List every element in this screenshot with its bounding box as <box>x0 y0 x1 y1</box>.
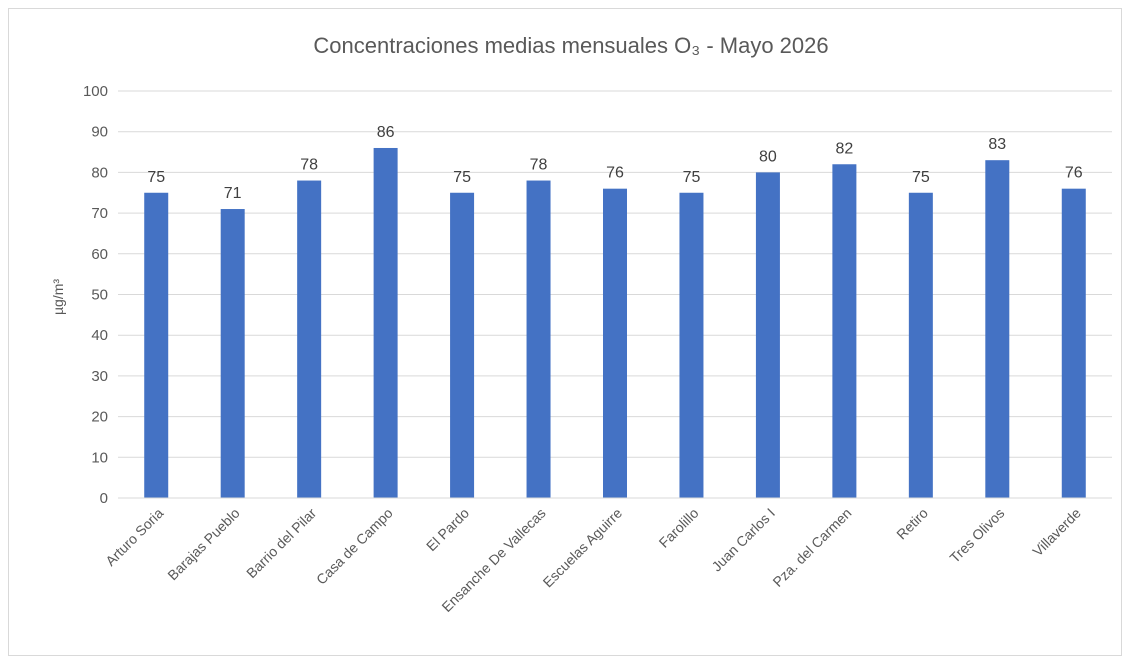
bar <box>755 172 780 498</box>
x-tick-label: Tres Olivos <box>946 505 1007 566</box>
x-tick-label: Casa de Campo <box>313 505 396 588</box>
x-tick-label: Escuelas Aguirre <box>540 505 626 591</box>
data-label: 76 <box>1065 165 1083 182</box>
bar <box>144 192 169 498</box>
bar <box>220 209 245 498</box>
x-tick-label: El Pardo <box>423 505 472 554</box>
y-axis-label: µg/m³ <box>50 279 66 315</box>
data-label: 78 <box>300 157 318 174</box>
data-label: 76 <box>606 165 624 182</box>
x-tick-label: Barrio del Pilar <box>243 505 319 581</box>
y-tick-label: 80 <box>91 164 108 181</box>
chart-title: Concentraciones medias mensuales O₃ - Ma… <box>313 33 828 58</box>
x-tick-label: Villaverde <box>1029 505 1084 560</box>
bar <box>526 180 551 499</box>
data-label: 75 <box>912 169 930 186</box>
data-label: 71 <box>224 185 242 202</box>
bars <box>144 147 1086 499</box>
y-tick-label: 70 <box>91 205 108 222</box>
y-tick-label: 100 <box>83 83 108 100</box>
bar <box>1061 188 1086 498</box>
y-tick-label: 30 <box>91 368 108 385</box>
x-tick-label: Retiro <box>893 505 931 543</box>
x-tick-label: Barajas Pueblo <box>164 505 243 584</box>
data-label: 75 <box>147 169 165 186</box>
data-label: 75 <box>683 169 701 186</box>
data-label: 80 <box>759 148 777 165</box>
y-tick-label: 90 <box>91 124 108 141</box>
chart-frame <box>8 8 1122 656</box>
data-labels: 75 71 78 86 75 78 76 75 80 82 75 83 76 <box>147 124 1082 202</box>
data-label: 86 <box>377 124 395 141</box>
x-tick-label: Arturo Soria <box>102 505 166 569</box>
y-tick-label: 0 <box>100 490 108 507</box>
bar <box>297 180 322 499</box>
y-tick-label: 50 <box>91 287 108 304</box>
y-tick-label: 60 <box>91 246 108 263</box>
x-tick-label: Juan Carlos I <box>708 505 778 575</box>
x-tick-label: Farolillo <box>656 505 702 551</box>
bar <box>373 147 398 499</box>
y-tick-label: 20 <box>91 409 108 426</box>
gridlines <box>118 90 1112 458</box>
data-label: 83 <box>988 136 1006 153</box>
bar <box>908 192 933 498</box>
data-label: 75 <box>453 169 471 186</box>
y-axis-ticks: 0 10 20 30 40 50 60 70 80 90 100 <box>83 83 108 507</box>
y-tick-label: 10 <box>91 449 108 466</box>
data-label: 82 <box>835 140 853 157</box>
x-tick-label: Pza. del Carmen <box>769 505 854 590</box>
bar <box>832 164 857 498</box>
bar <box>450 192 475 498</box>
bar <box>603 188 627 498</box>
bar <box>985 160 1010 498</box>
bar <box>679 192 704 498</box>
y-tick-label: 40 <box>91 327 108 344</box>
data-label: 78 <box>530 157 548 174</box>
